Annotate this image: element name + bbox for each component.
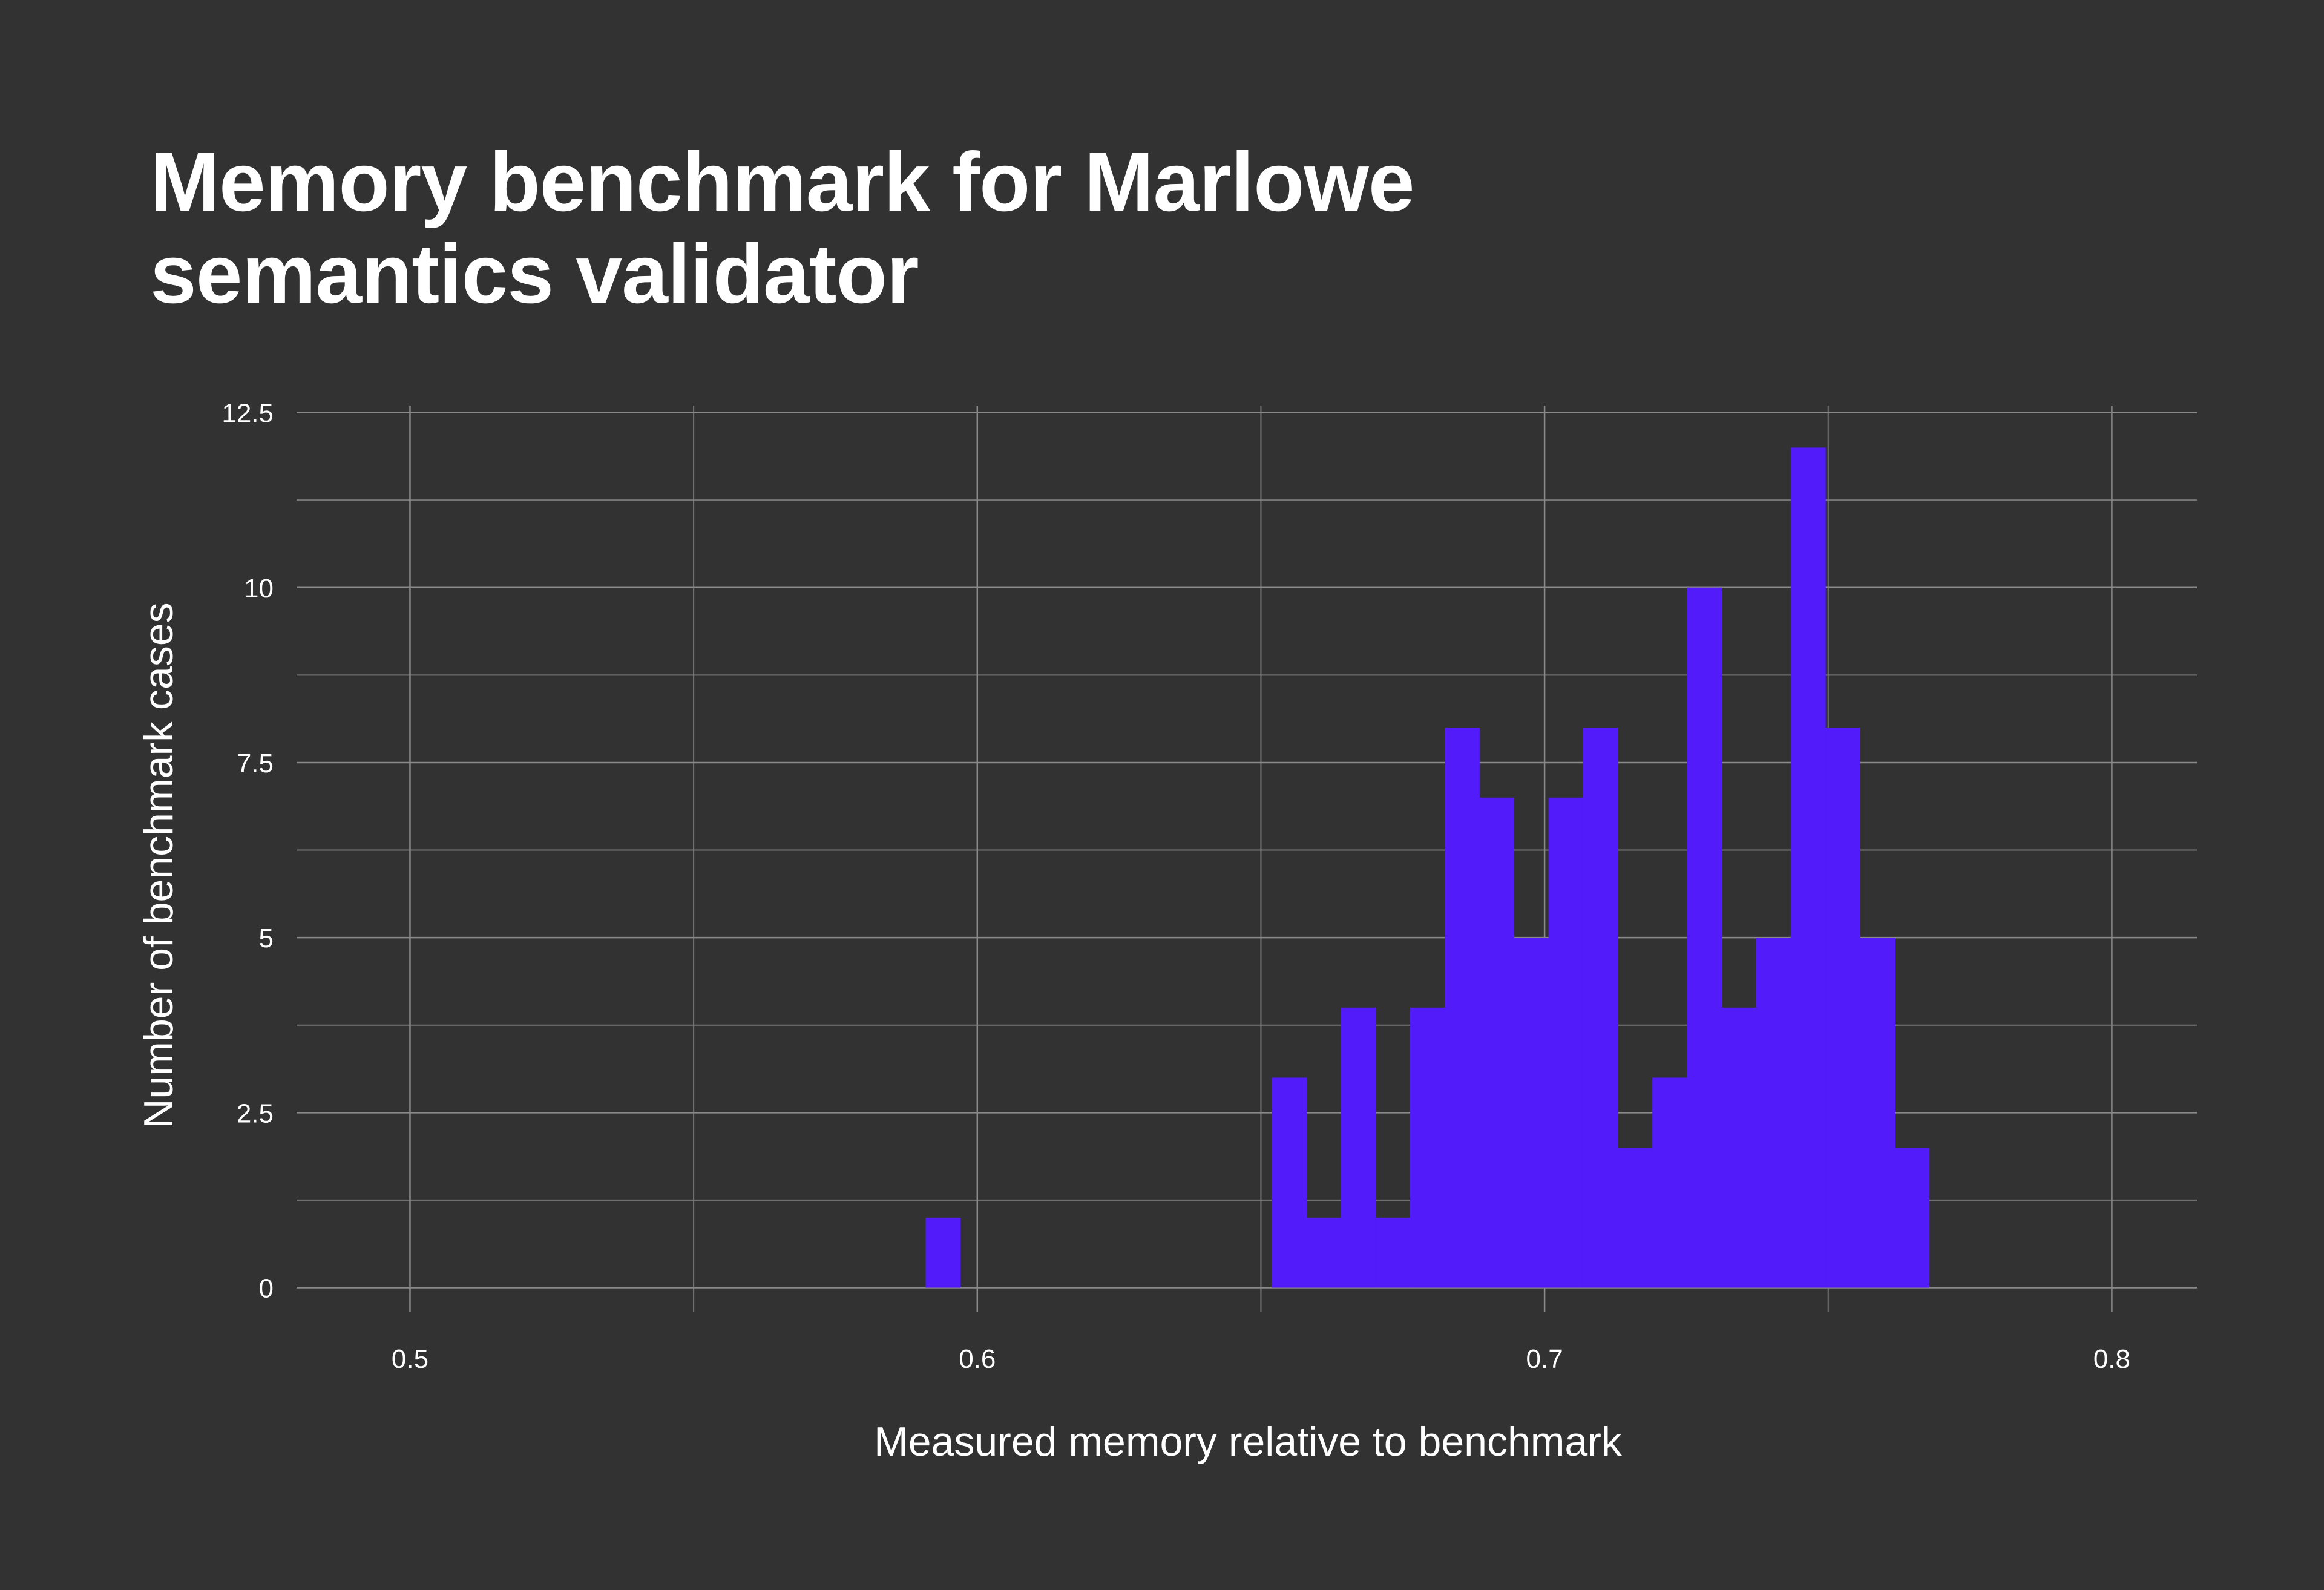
histogram-bar (1756, 938, 1791, 1288)
chart-title-line-1: Memory benchmark for Marlowe (150, 136, 1415, 229)
y-tick-label: 12.5 (222, 399, 274, 429)
chart-title: Memory benchmark for Marlowe semantics v… (150, 136, 1724, 320)
histogram-bar (1825, 728, 1860, 1288)
histogram-bar (1790, 447, 1826, 1288)
histogram-bar (1306, 1217, 1342, 1288)
histogram-bar (1375, 1217, 1411, 1288)
x-tick-label: 0.7 (1526, 1344, 1563, 1374)
x-tick-label: 0.5 (392, 1344, 428, 1374)
y-axis-title: Number of benchmark cases (136, 602, 182, 1128)
histogram-bar (1479, 797, 1515, 1288)
y-tick-label: 10 (244, 574, 274, 603)
x-tick-label: 0.8 (2093, 1344, 2130, 1374)
bars-layer (925, 447, 1930, 1288)
y-tick-label: 0 (259, 1274, 274, 1304)
histogram-bar (1860, 938, 1896, 1288)
histogram-bar (1272, 1077, 1307, 1288)
y-tick-label: 2.5 (237, 1099, 274, 1128)
x-axis-title: Measured memory relative to benchmark (874, 1419, 1623, 1465)
x-tick-label: 0.6 (959, 1344, 996, 1374)
histogram-bar (1514, 938, 1549, 1288)
y-tick-label: 7.5 (237, 749, 274, 778)
histogram-bar (1341, 1007, 1376, 1288)
histogram-bar (1410, 1007, 1445, 1288)
histogram-bar (1687, 587, 1722, 1288)
histogram-bar (1548, 797, 1584, 1288)
histogram-bar (925, 1217, 961, 1288)
tick-labels-layer: 0.5 0.6 0.7 0.8 0 2.5 5 7.5 10 12.5 (222, 399, 2130, 1374)
y-tick-label: 5 (259, 924, 274, 953)
histogram-bar (1894, 1148, 1930, 1288)
histogram-bar (1583, 728, 1618, 1288)
histogram-bar (1445, 728, 1480, 1288)
histogram-bar (1618, 1148, 1653, 1288)
histogram-bar (1652, 1077, 1687, 1288)
chart-title-line-2: semantics validator (150, 228, 919, 321)
histogram-bar (1721, 1007, 1757, 1288)
